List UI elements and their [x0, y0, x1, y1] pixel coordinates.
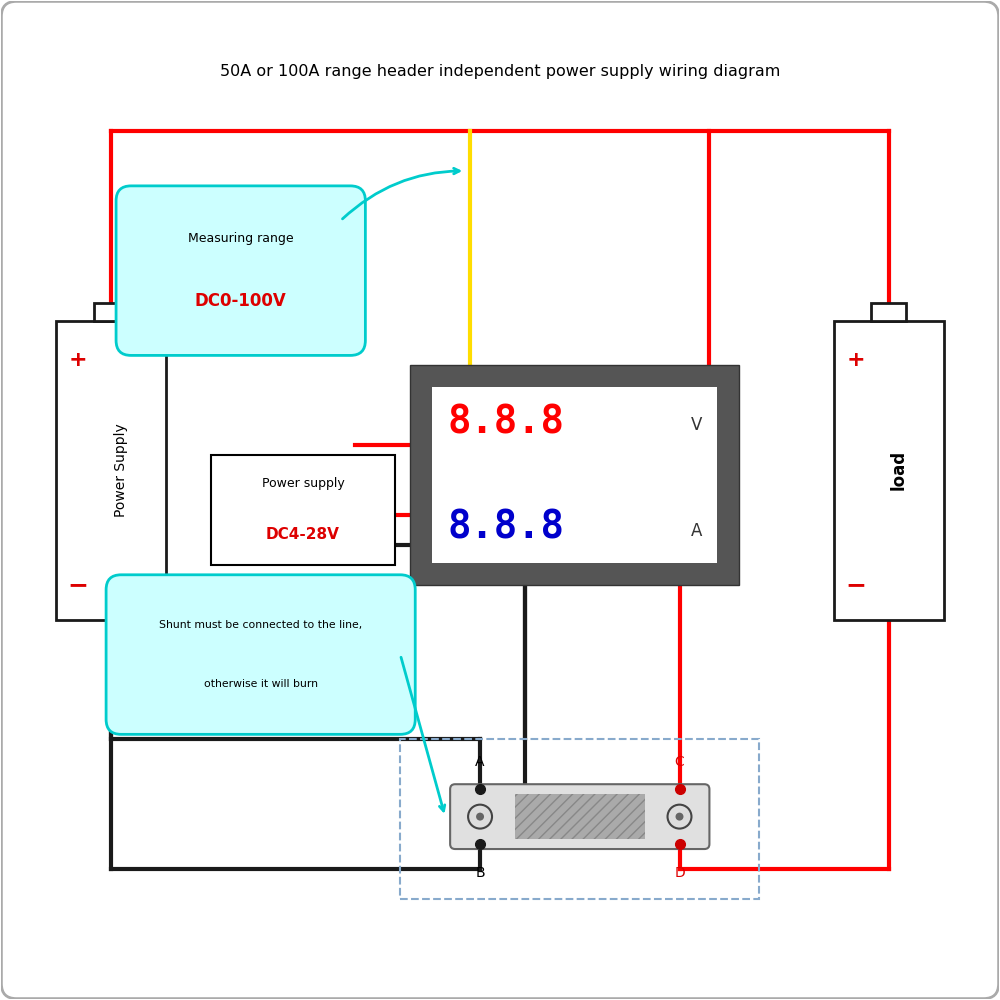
Text: +: + — [847, 350, 865, 370]
Bar — [871, 303, 906, 320]
Text: V: V — [691, 416, 702, 434]
FancyBboxPatch shape — [834, 320, 944, 620]
Text: Shunt must be connected to the line,: Shunt must be connected to the line, — [159, 620, 362, 630]
Circle shape — [476, 813, 484, 821]
FancyBboxPatch shape — [450, 784, 709, 849]
FancyBboxPatch shape — [56, 320, 166, 620]
Circle shape — [676, 813, 683, 821]
Text: 8.8.8: 8.8.8 — [447, 509, 564, 547]
Text: B: B — [475, 866, 485, 880]
Text: load: load — [890, 450, 908, 490]
Text: Measuring range: Measuring range — [188, 232, 294, 245]
Text: 50A or 100A range header independent power supply wiring diagram: 50A or 100A range header independent pow… — [220, 64, 780, 79]
Text: DC0-100V: DC0-100V — [195, 292, 287, 310]
Text: DC4-28V: DC4-28V — [266, 527, 340, 542]
Circle shape — [668, 805, 691, 829]
Text: +: + — [69, 350, 87, 370]
Text: A: A — [475, 755, 485, 769]
Circle shape — [468, 805, 492, 829]
FancyBboxPatch shape — [106, 575, 415, 734]
Text: 8.8.8: 8.8.8 — [447, 403, 564, 441]
Text: −: − — [68, 573, 89, 597]
Text: Power supply: Power supply — [262, 477, 344, 490]
Text: Power Supply: Power Supply — [114, 423, 128, 517]
Text: otherwise it will burn: otherwise it will burn — [204, 679, 318, 689]
FancyBboxPatch shape — [116, 186, 365, 355]
FancyBboxPatch shape — [432, 387, 717, 563]
Bar — [400, 739, 759, 899]
Bar — [515, 794, 645, 839]
Text: C: C — [675, 755, 684, 769]
Text: A: A — [691, 522, 702, 540]
FancyBboxPatch shape — [410, 365, 739, 585]
FancyBboxPatch shape — [211, 455, 395, 565]
Bar — [94, 303, 129, 320]
Text: D: D — [674, 866, 685, 880]
Text: −: − — [846, 573, 867, 597]
